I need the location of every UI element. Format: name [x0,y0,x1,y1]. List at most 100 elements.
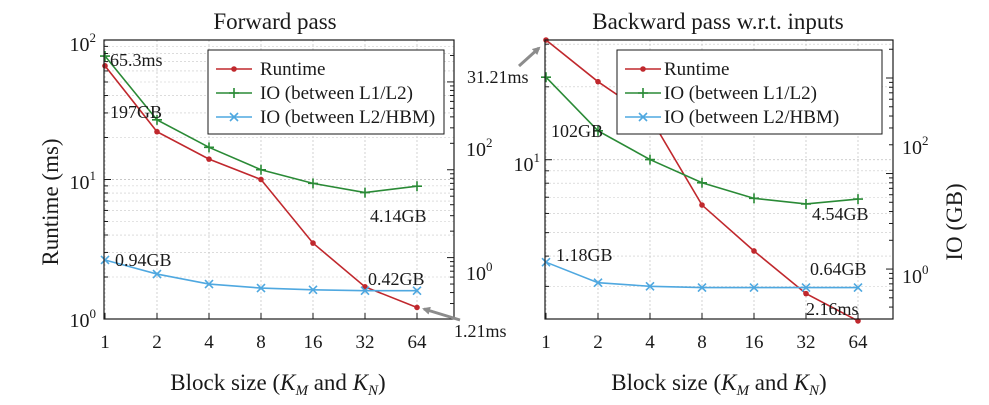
chart-backward-pass: Backward pass w.r.t. inputs 1 2 4 8 16 3… [467,9,929,399]
annotations: 65.3ms 197GB 4.14GB 0.94GB 0.42GB 1.21ms [110,50,507,341]
x-tick-label: 32 [356,332,375,353]
annotations: 31.21ms 102GB 4.54GB 1.18GB 0.64GB 2.16m… [467,46,869,319]
x-axis-label-sub-m: M [735,383,750,399]
data-point [308,285,318,295]
x-axis-label-sub-n: N [808,383,820,399]
annotation-arrow [422,306,461,322]
legend-label-runtime: Runtime [664,59,729,80]
data-point [308,178,318,189]
x-axis-label-k: K [793,370,811,395]
data-point [645,154,655,165]
data-point [853,194,863,205]
data-point [593,278,603,288]
annotation-runtime-first: 65.3ms [110,50,163,70]
x-axis-label-k: K [352,370,370,395]
annotation-runtime-first: 31.21ms [467,67,529,87]
left-y-tick-label: 101 [70,168,97,194]
data-point [751,248,757,254]
data-point [204,279,214,289]
plot-series [100,51,422,311]
legend-label-io-l1l2: IO (between L1/L2) [260,83,413,104]
data-point [595,78,601,85]
data-point [256,164,266,175]
x-tick-label: 8 [697,332,707,353]
tick-exponent: 2 [922,133,929,148]
chart-title: Backward pass w.r.t. inputs [592,9,844,34]
tick-base: 10 [466,263,486,285]
tick-exponent: 2 [486,135,493,150]
data-point [256,283,266,293]
data-point [412,286,422,296]
tick-exponent: 1 [534,150,541,165]
data-point [749,283,759,293]
x-tick-label: 16 [304,332,323,353]
x-tick-label: 4 [204,332,214,353]
x-tick-label: 8 [256,332,266,353]
x-tick-label: 16 [745,332,764,353]
x-tick-label: 1 [541,332,551,353]
x-axis-label-prefix: Block size ( [170,370,280,395]
tick-exponent: 0 [922,262,929,277]
data-point [697,177,707,188]
data-point [204,142,214,153]
right-y-axis-label: IO (GB) [942,183,967,260]
data-point [100,51,110,62]
data-point [803,290,809,297]
right-y-tick-label: 102 [902,133,929,159]
legend-box [207,49,445,135]
tick-base: 10 [466,139,486,161]
grid [104,39,454,320]
legend-marker-runtime [231,66,237,72]
x-axis-label-sub-m: M [294,383,309,399]
data-point [152,269,162,279]
x-axis-label-suffix: ) [378,370,386,395]
left-y-tick-label: 101 [514,150,541,176]
data-point [749,193,759,204]
chart-forward-pass: Forward pass 1 2 4 8 16 32 64 100 101 10… [70,9,507,399]
legend-label-io-l2hbm: IO (between L2/HBM) [664,107,839,128]
x-tick-label: 64 [408,332,428,353]
data-point [412,181,422,192]
chart-title: Forward pass [213,9,336,34]
legend-label-runtime: Runtime [260,59,325,80]
x-axis-label-prefix: Block size ( [611,370,721,395]
data-point [645,281,655,291]
legend-label-io-l2hbm: IO (between L2/HBM) [260,107,435,128]
data-point [258,176,264,183]
x-axis-label-k: K [720,370,738,395]
x-axis-label-mid: and [308,370,353,395]
data-point [102,63,108,69]
axis-ticks [545,43,893,320]
x-axis-label-mid: and [749,370,794,395]
data-point [593,125,603,136]
left-y-axis-label: Runtime (ms) [38,138,63,265]
annotation-l1l2-last: 4.54GB [812,204,869,224]
annotation-l1l2-first: 102GB [551,121,603,141]
data-point [801,198,811,209]
data-point [541,72,551,83]
left-y-tick-label: 100 [70,306,97,332]
tick-exponent: 0 [486,259,493,274]
data-point [100,255,110,265]
data-point [801,283,811,293]
data-point [853,283,863,293]
x-tick-label: 1 [100,332,110,353]
x-axis-label: Block size (KM and KN) [170,370,385,399]
data-point [360,187,370,198]
plot-frame [544,39,894,320]
annotation-l1l2-last: 4.14GB [370,206,427,226]
right-y-tick-label: 102 [466,135,493,161]
annotation-l2hbm-last: 0.64GB [810,259,867,279]
tick-base: 10 [70,310,90,332]
plot-series [541,37,863,324]
annotation-runtime-last: 2.16ms [806,299,859,319]
tick-base: 10 [902,137,922,159]
legend: Runtime IO (between L1/L2) IO (between L… [616,49,883,135]
x-tick-labels: 1 2 4 8 16 32 64 [541,332,868,353]
data-point [154,128,160,135]
axis-ticks [104,39,454,320]
annotation-arrow [517,46,541,68]
x-tick-label: 2 [593,332,603,353]
tick-exponent: 0 [90,306,97,321]
legend-label-io-l1l2: IO (between L1/L2) [664,83,817,104]
